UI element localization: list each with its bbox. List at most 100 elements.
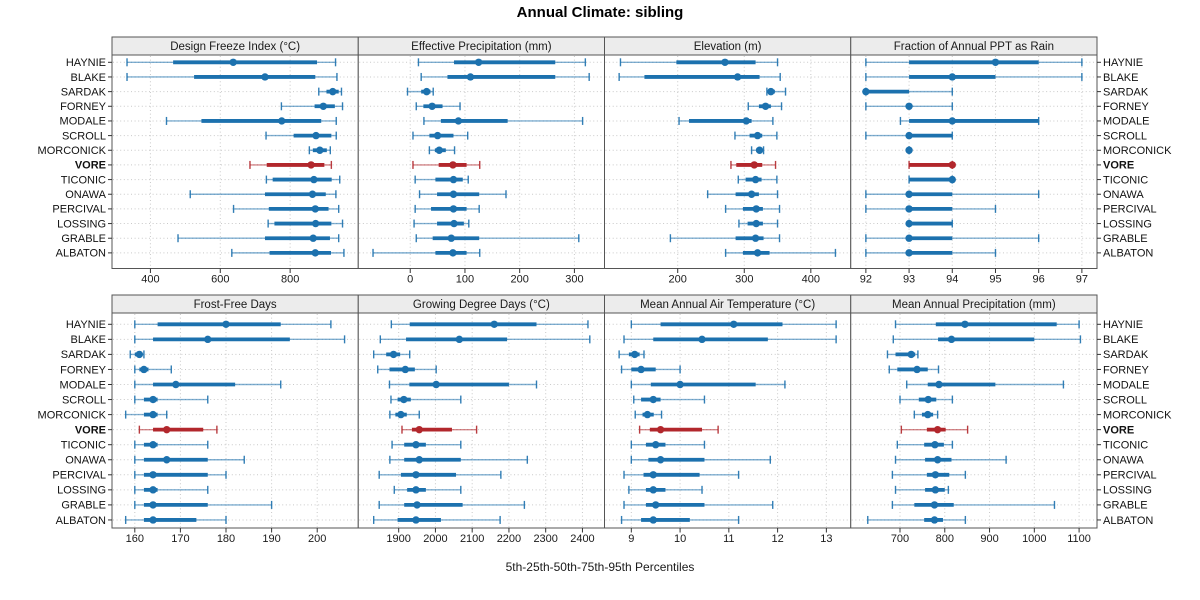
median-dot — [905, 131, 913, 140]
percentile-row — [891, 470, 967, 479]
median-dot — [752, 205, 760, 213]
percentile-row — [134, 440, 209, 449]
median-dot — [751, 175, 760, 184]
percentile-row — [706, 190, 779, 199]
percentile-row — [620, 365, 681, 374]
x-axis-tick-label: 1100 — [1067, 533, 1091, 545]
percentile-row — [391, 440, 462, 449]
percentile-row — [900, 425, 969, 434]
median-dot — [433, 131, 442, 140]
percentile-row — [372, 350, 411, 359]
median-dot — [261, 73, 269, 81]
percentile-row — [134, 470, 227, 479]
site-label-right: VORE — [1103, 160, 1134, 172]
median-dot — [149, 471, 157, 479]
site-label-right: ONAWA — [1103, 189, 1144, 201]
median-dot — [652, 441, 660, 449]
site-label-left: SARDAK — [61, 349, 107, 361]
percentile-row — [389, 455, 529, 464]
median-dot — [905, 249, 913, 257]
percentile-row — [390, 320, 589, 329]
median-dot — [991, 58, 1000, 66]
median-dot — [413, 501, 421, 509]
panel-strip-title: Mean Annual Air Temperature (°C) — [640, 299, 815, 311]
median-dot — [930, 516, 939, 524]
panel-strip-title: Mean Annual Precipitation (mm) — [892, 299, 1056, 311]
median-dot — [319, 102, 328, 110]
site-label-right: HAYNIE — [1103, 319, 1143, 331]
median-dot — [204, 335, 212, 344]
percentile-row — [896, 440, 954, 449]
site-label-left: MORCONICK — [38, 409, 107, 421]
site-label-left: MODALE — [60, 379, 106, 391]
site-label-right: TICONIC — [1103, 440, 1148, 452]
panel-strip-title: Frost-Free Days — [194, 299, 277, 311]
median-dot — [742, 117, 750, 125]
median-dot — [676, 380, 684, 389]
site-label-right: LOSSING — [1103, 218, 1152, 230]
x-axis-tick-label: 2100 — [460, 533, 484, 545]
median-dot — [149, 441, 157, 449]
percentile-row — [388, 380, 538, 389]
site-label-right: BLAKE — [1103, 334, 1138, 346]
percentile-row — [623, 335, 837, 344]
percentile-row — [618, 350, 645, 359]
median-dot — [643, 410, 652, 419]
median-dot — [698, 335, 706, 344]
x-axis-tick-label: 9 — [628, 533, 634, 545]
panel-background — [111, 312, 359, 529]
site-label-left: GRABLE — [61, 500, 106, 512]
median-dot — [454, 117, 463, 125]
percentile-row — [865, 58, 1083, 67]
median-dot — [412, 486, 420, 494]
percentile-row — [134, 380, 282, 389]
percentile-row — [134, 455, 245, 464]
x-axis-tick-label: 190 — [262, 533, 280, 545]
percentile-row — [766, 87, 787, 96]
median-dot — [389, 350, 398, 359]
x-axis-tick-label: 95 — [989, 274, 1001, 286]
percentile-row — [630, 455, 771, 464]
percentile-row — [894, 485, 950, 494]
site-label-right: GRABLE — [1103, 500, 1148, 512]
percentile-row — [886, 350, 919, 359]
site-label-left: BLAKE — [71, 72, 106, 84]
percentile-row — [372, 515, 501, 524]
percentile-row — [126, 72, 338, 81]
percentile-row — [406, 87, 434, 96]
percentile-row — [738, 219, 779, 228]
percentile-row — [724, 248, 837, 257]
median-dot — [862, 87, 870, 96]
percentile-row — [891, 500, 1056, 509]
median-dot — [149, 410, 157, 419]
percentile-row — [267, 219, 344, 228]
panel-fraction-of-annual-ppt-as-rain: Fraction of Annual PPT as Rain 92 93 94 95 96… — [850, 36, 1101, 286]
median-dot — [397, 410, 405, 419]
percentile-row — [865, 234, 1040, 243]
panel-effective-precipitation-mm: Effective Precipitation (mm) 0 100 200 300 — [357, 36, 605, 286]
median-dot — [905, 146, 913, 154]
x-axis-tick-label: 92 — [860, 274, 872, 286]
median-dot — [449, 249, 457, 257]
site-label-left: SCROLL — [62, 130, 106, 142]
percentile-row — [618, 72, 781, 81]
median-dot — [455, 335, 464, 344]
site-label-right: SCROLL — [1103, 394, 1147, 406]
percentile-row — [623, 500, 774, 509]
panel-background — [357, 312, 605, 529]
median-dot — [905, 205, 913, 213]
percentile-row — [619, 58, 779, 67]
percentile-row — [899, 395, 954, 404]
median-dot — [924, 410, 932, 419]
percentile-row — [418, 190, 507, 199]
percentile-row — [888, 365, 940, 374]
median-dot — [312, 131, 320, 140]
percentile-row — [428, 146, 456, 155]
percentile-row — [899, 116, 1040, 125]
percentile-row — [414, 175, 469, 184]
percentile-row — [124, 410, 168, 419]
median-dot — [905, 219, 913, 228]
site-label-left: SARDAK — [61, 86, 107, 98]
panel-frost-free-days: Frost-Free Days 160 170 180 190 200 — [108, 294, 359, 545]
median-dot — [948, 117, 956, 125]
